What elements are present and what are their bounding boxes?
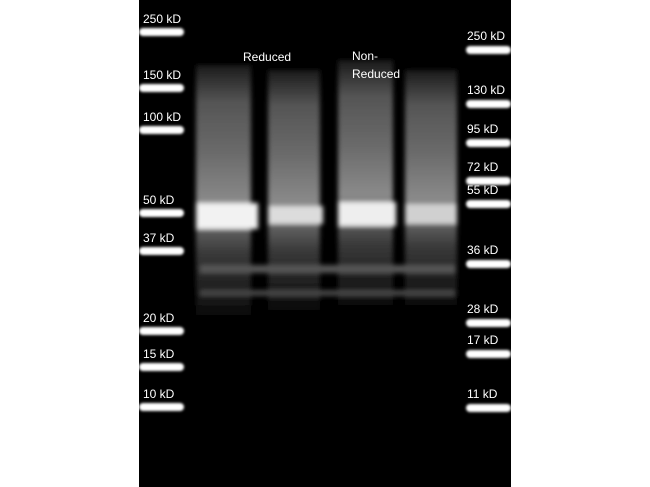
lane bbox=[196, 65, 251, 315]
band bbox=[405, 204, 457, 224]
ladder-band bbox=[466, 319, 511, 327]
lane-label: Reduced bbox=[243, 50, 291, 64]
ladder-band bbox=[466, 139, 511, 147]
ladder-band bbox=[139, 126, 184, 134]
marker-label: 37 kD bbox=[143, 231, 175, 245]
lane-label: Reduced bbox=[352, 67, 400, 81]
sample-lanes bbox=[196, 60, 457, 315]
marker-label: 10 kD bbox=[143, 387, 175, 401]
marker-label: 100 kD bbox=[143, 110, 181, 124]
ladder-band bbox=[139, 403, 184, 411]
ladder-band bbox=[466, 350, 511, 358]
marker-label: 50 kD bbox=[143, 193, 175, 207]
marker-label: 20 kD bbox=[143, 311, 175, 325]
ladder-band bbox=[466, 46, 511, 54]
marker-label: 11 kD bbox=[467, 387, 498, 401]
ladder-band bbox=[139, 84, 184, 92]
ladder-band bbox=[466, 404, 511, 412]
ladder-band bbox=[139, 28, 184, 36]
marker-label: 17 kD bbox=[467, 333, 499, 347]
band bbox=[200, 265, 455, 273]
labels: Reduced Non- Reduced 250 kD 150 kD 100 kD 5… bbox=[143, 12, 505, 401]
ladder-band bbox=[466, 177, 511, 185]
marker-label: 15 kD bbox=[143, 347, 175, 361]
ladder-band bbox=[139, 209, 184, 217]
lane-label: Non- bbox=[352, 49, 378, 63]
lane bbox=[338, 60, 393, 305]
band bbox=[338, 202, 396, 226]
ladder-band bbox=[466, 100, 511, 108]
marker-label: 250 kD bbox=[143, 12, 181, 26]
ladder-band bbox=[466, 200, 511, 208]
marker-label: 72 kD bbox=[467, 160, 499, 174]
marker-label: 250 kD bbox=[467, 29, 505, 43]
band bbox=[200, 290, 455, 296]
marker-label: 150 kD bbox=[143, 68, 181, 82]
band bbox=[268, 206, 323, 224]
ladder-band bbox=[466, 260, 511, 268]
marker-label: 95 kD bbox=[467, 122, 499, 136]
marker-label: 28 kD bbox=[467, 302, 499, 316]
ladder-band bbox=[139, 327, 184, 335]
ladder-band bbox=[139, 247, 184, 255]
marker-label: 55 kD bbox=[467, 183, 499, 197]
ladder-band bbox=[139, 363, 184, 371]
ladders bbox=[139, 28, 511, 412]
marker-label: 36 kD bbox=[467, 243, 499, 257]
lane bbox=[268, 70, 320, 310]
marker-label: 130 kD bbox=[467, 83, 505, 97]
band bbox=[196, 203, 258, 229]
